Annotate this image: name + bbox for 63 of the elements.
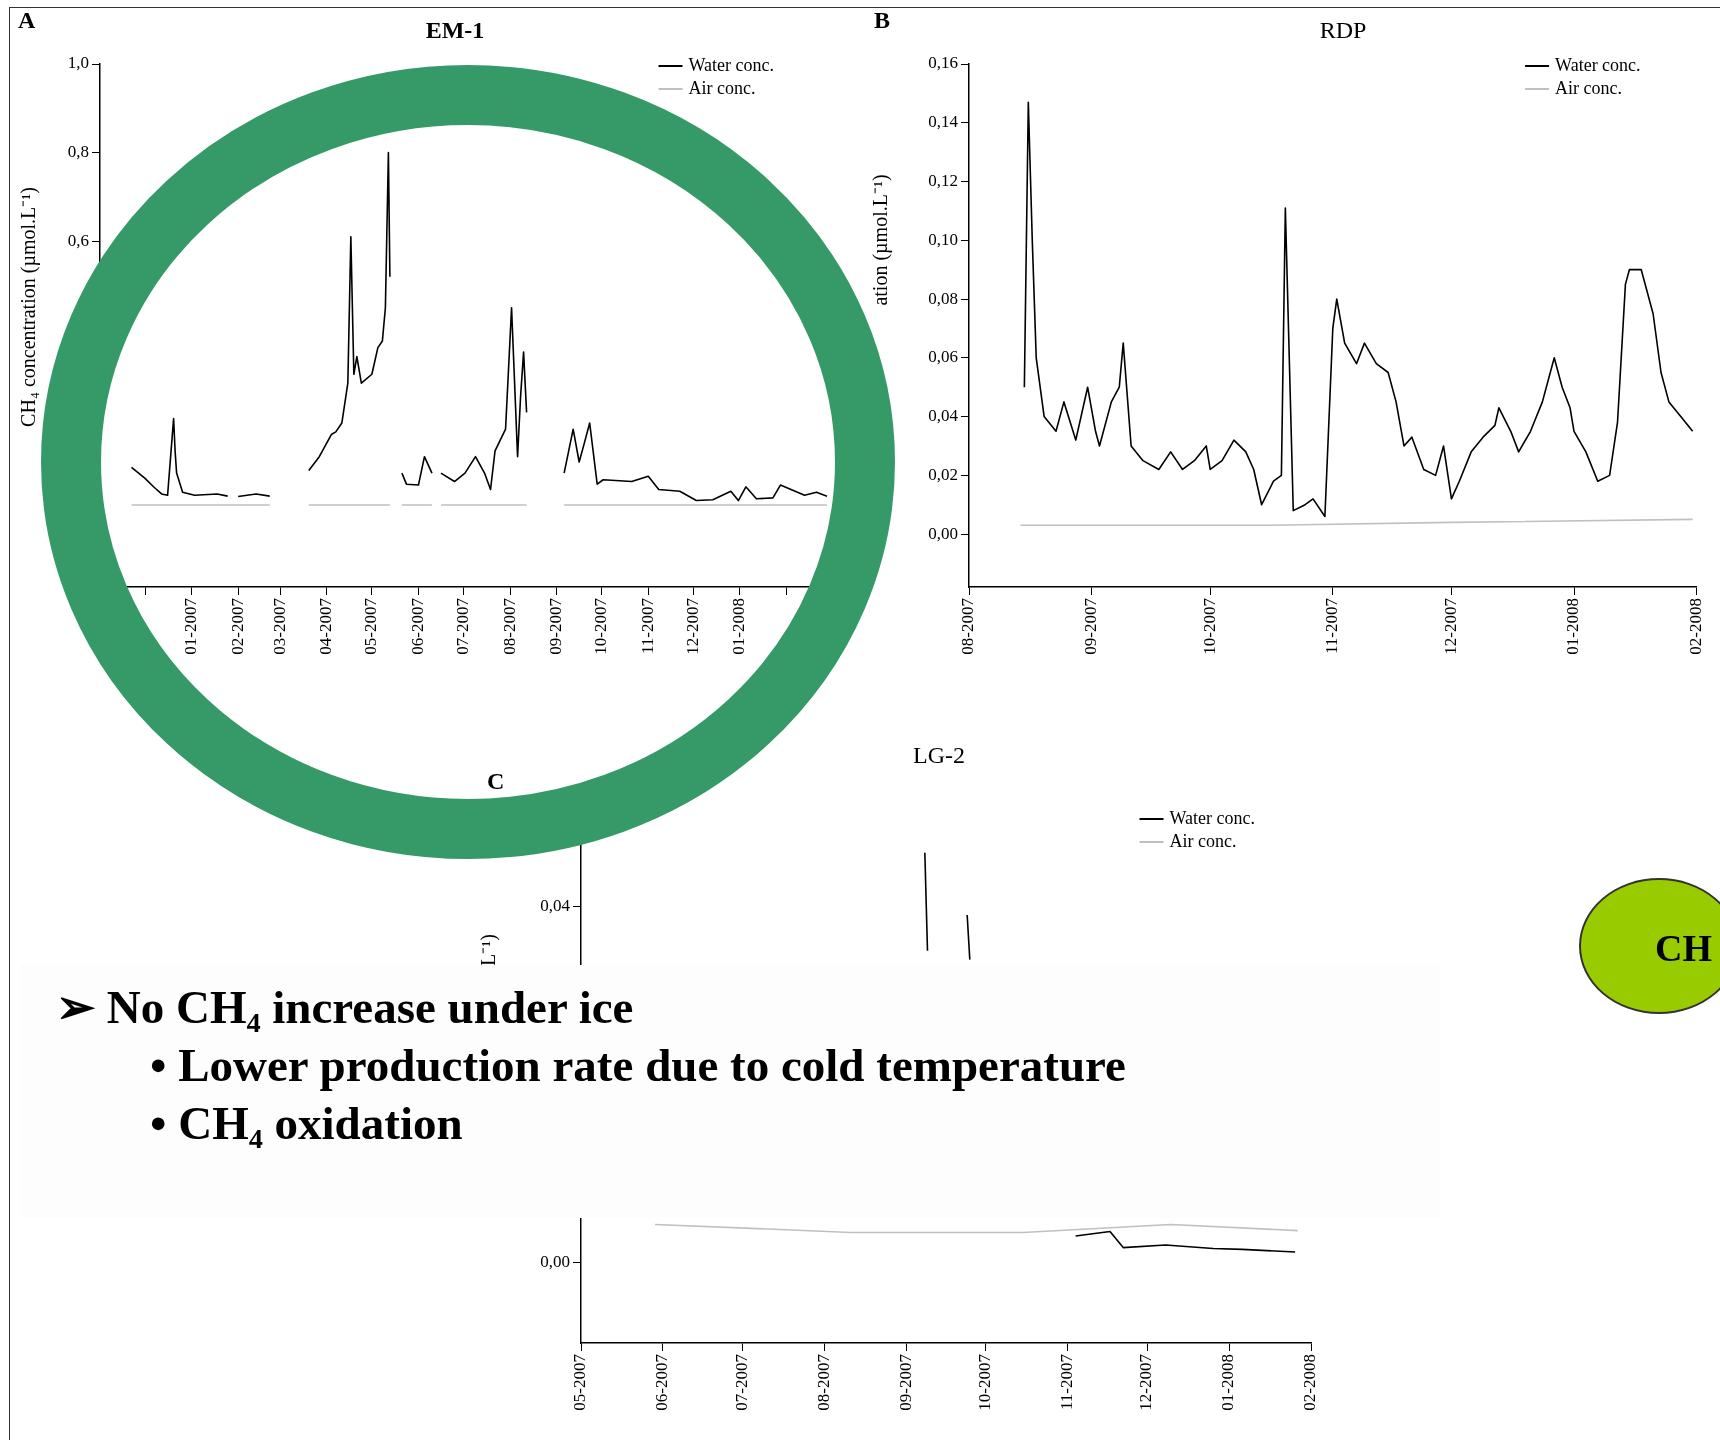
x-tick-label: 06-2007 [407, 597, 427, 655]
x-tick-label: 01-2008 [1563, 598, 1583, 655]
y-tick-label: 0,00 [928, 523, 958, 543]
x-tick-label: 11-2007 [637, 597, 657, 655]
x-tick-label: 10-2007 [1199, 597, 1219, 655]
x-tick-label: 10-2007 [591, 597, 611, 655]
y-axis-title: ation (µmol.L⁻¹) [869, 174, 893, 306]
x-tick-label: 06-2007 [652, 1353, 672, 1411]
y-tick-label: 0,00 [540, 1252, 570, 1272]
y-tick-label: 0,16 [928, 53, 958, 73]
y-tick-label: 0,04 [928, 406, 959, 426]
x-tick-label: 07-2007 [731, 1353, 751, 1411]
legend-label: Air conc. [1555, 77, 1623, 98]
y-tick-label: 0,04 [540, 895, 571, 915]
x-tick-label: 09-2007 [1081, 597, 1101, 655]
x-tick-label: 01-2008 [1218, 1354, 1238, 1411]
y-tick-label: 0,8 [67, 142, 89, 162]
text: C [487, 768, 505, 795]
x-tick-label: 05-2007 [361, 597, 381, 655]
legend-label: Water conc. [688, 54, 774, 75]
x-tick-label: 12-2007 [1136, 1353, 1156, 1411]
legend-label: Water conc. [1555, 54, 1641, 75]
x-tick-label: 09-2007 [895, 1353, 915, 1411]
x-tick-label: 04-2007 [316, 597, 336, 655]
x-tick-label: 05-2007 [570, 1353, 590, 1411]
x-tick-label: 11-2007 [1057, 1353, 1077, 1411]
y-tick-label: 0,12 [928, 171, 958, 190]
y-axis-title: CH₄ concentration (µmol.L⁻¹) [17, 187, 41, 427]
legend-label: Water conc. [1169, 807, 1255, 828]
x-tick-label: 08-2007 [499, 597, 519, 655]
x-tick-label: 02-2008 [1686, 598, 1706, 655]
x-tick-label: 03-2007 [269, 597, 289, 655]
x-tick-label: 12-2007 [1440, 597, 1460, 655]
x-tick-label: 01-2007 [181, 597, 201, 655]
annotation: • Lower production rate due to cold temperature [150, 1039, 1126, 1091]
x-tick-label: 02-2007 [227, 597, 247, 655]
y-tick-label: 0,6 [67, 230, 89, 250]
y-tick-label: 1,0 [67, 53, 89, 73]
x-tick-label: 08-2007 [958, 597, 978, 655]
chart-title: LG-2 [913, 742, 965, 769]
y-tick-label: 0,06 [928, 347, 958, 367]
x-tick-label: 02-2008 [1300, 1354, 1320, 1411]
text: CH [1655, 926, 1712, 971]
y-tick-label: 0,10 [928, 229, 958, 249]
chart-title: EM-1 [425, 17, 485, 44]
x-tick-label: 11-2007 [1322, 597, 1342, 655]
x-tick-label: 09-2007 [546, 597, 566, 655]
x-tick-label: 01-2008 [729, 598, 749, 655]
x-tick-label: 08-2007 [813, 1353, 833, 1411]
text: A [18, 7, 36, 34]
y-tick-label: 0,08 [928, 288, 958, 308]
chart-title: RDP [1319, 17, 1367, 44]
legend-label: Air conc. [688, 77, 756, 98]
x-tick-label: 12-2007 [682, 597, 702, 655]
text: • CH₄ oxidation [150, 1097, 463, 1149]
y-axis-title: L⁻¹) [477, 934, 501, 966]
text: B [874, 7, 891, 34]
y-tick-label: 0,14 [928, 112, 959, 132]
legend-label: Air conc. [1169, 830, 1237, 851]
x-tick-label: 10-2007 [975, 1353, 995, 1411]
y-tick-label: 0,02 [928, 464, 958, 484]
annotation: ➢ No CH₄ increase under ice [56, 981, 634, 1033]
x-tick-label: 07-2007 [452, 597, 472, 655]
